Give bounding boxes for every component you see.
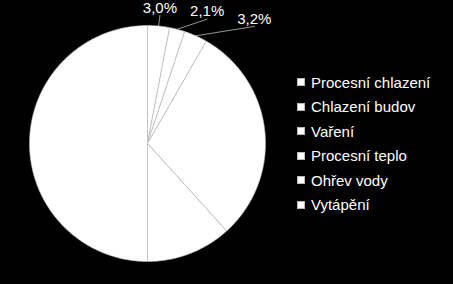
html-text:Procesní chlazení: Procesní chlazení [311, 73, 431, 91]
svg-text:3,0%: 3,0% [143, 0, 177, 16]
html-text:Chlazení budov: Chlazení budov [311, 98, 416, 116]
html-text:Ohřev vody: Ohřev vody [311, 171, 388, 189]
html-text:Vaření: Vaření [311, 122, 355, 140]
html-text:Procesní teplo: Procesní teplo [311, 147, 407, 165]
svg-text:2,1%: 2,1% [190, 2, 224, 19]
svg-text:3,2%: 3,2% [237, 10, 271, 27]
html-text:Vytápění: Vytápění [311, 196, 370, 214]
